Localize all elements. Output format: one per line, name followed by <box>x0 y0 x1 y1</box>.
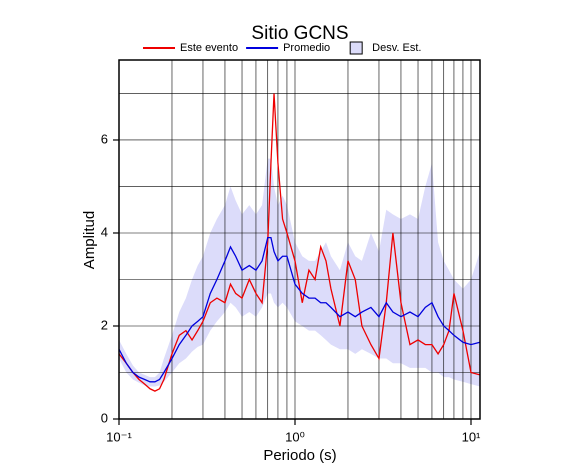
legend-label: Desv. Est. <box>372 42 421 54</box>
y-tick-label: 4 <box>101 224 108 239</box>
chart-title: Sitio GCNS <box>251 23 348 44</box>
x-tick-label: 10⁻¹ <box>106 429 132 444</box>
y-axis-label: Amplitud <box>81 211 98 269</box>
x-axis-label: Periodo (s) <box>263 447 336 464</box>
plot-frame <box>118 59 481 420</box>
legend-label: Promedio <box>283 42 330 54</box>
legend-swatch <box>349 41 363 55</box>
std-band <box>119 158 480 387</box>
y-tick-label: 6 <box>101 131 108 146</box>
y-tick-label: 2 <box>101 317 108 332</box>
y-tick-label: 0 <box>101 410 108 425</box>
series-line <box>118 93 481 392</box>
x-tick-label: 10⁰ <box>285 429 305 444</box>
x-tick-label: 10¹ <box>462 429 481 444</box>
series-line <box>118 236 481 383</box>
legend-label: Este evento <box>180 42 238 54</box>
